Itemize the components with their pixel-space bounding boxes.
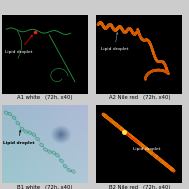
- Text: B2 Nile red   (72h, x40): B2 Nile red (72h, x40): [109, 185, 170, 189]
- Text: Lipid droplet: Lipid droplet: [3, 130, 34, 145]
- Text: B1 white   (72h, x40): B1 white (72h, x40): [17, 185, 73, 189]
- Text: Lipid droplet: Lipid droplet: [101, 33, 128, 51]
- Text: Lipid droplet: Lipid droplet: [127, 134, 160, 151]
- Text: Lipid droplet: Lipid droplet: [5, 35, 33, 54]
- Text: A1 white   (72h, x40): A1 white (72h, x40): [17, 95, 73, 100]
- Text: A2 Nile red   (72h, x40): A2 Nile red (72h, x40): [109, 95, 170, 100]
